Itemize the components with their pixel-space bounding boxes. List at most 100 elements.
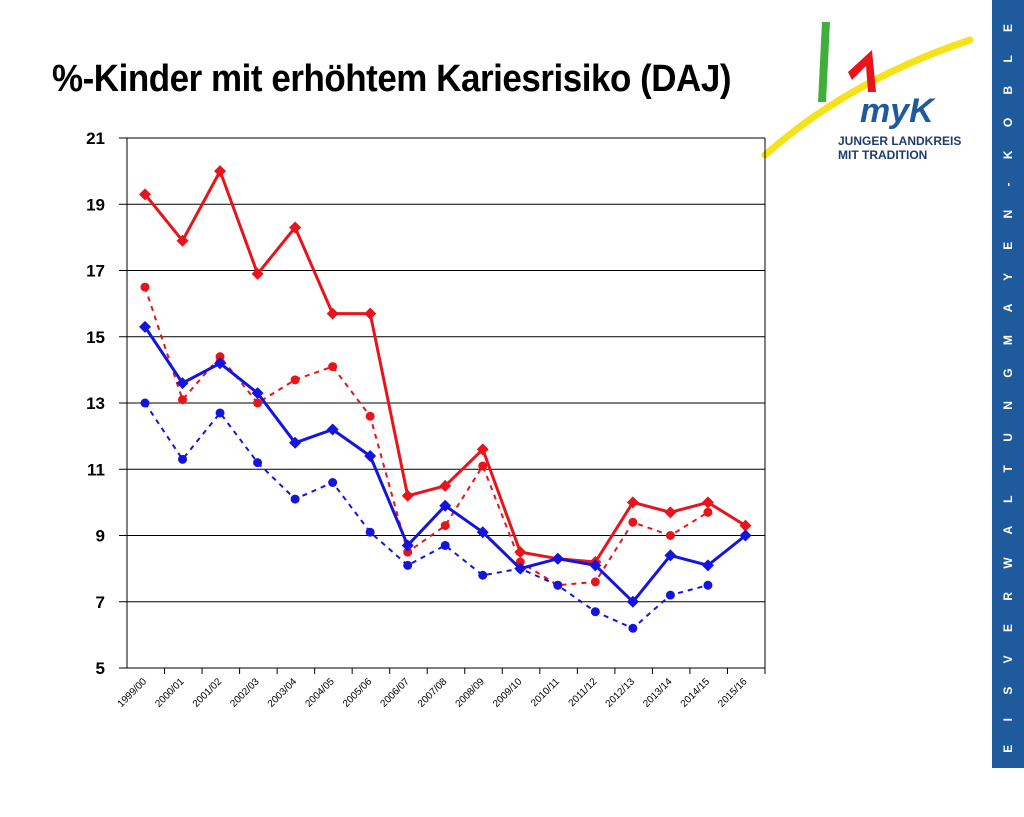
data-point (328, 362, 338, 372)
data-point (365, 411, 375, 421)
x-tick-label: 2009/10 (491, 676, 525, 710)
series-line-2 (143, 325, 747, 604)
data-point (551, 552, 564, 565)
data-point (739, 519, 752, 532)
logo-mark: myK (860, 92, 936, 130)
y-tick-label: 5 (96, 659, 105, 678)
data-point (478, 570, 488, 580)
data-point (703, 507, 713, 517)
logo-line-2: MIT TRADITION (838, 148, 927, 162)
y-tick-label: 11 (87, 460, 105, 479)
series-line-1 (144, 286, 709, 587)
data-point (476, 526, 489, 539)
x-tick-label: 1999/00 (116, 676, 150, 710)
x-tick-label: 2005/06 (341, 676, 375, 710)
data-point (701, 496, 714, 509)
data-point (176, 234, 189, 247)
x-tick-label: 2002/03 (228, 676, 262, 710)
y-tick-label: 9 (96, 527, 105, 546)
data-point (665, 590, 675, 600)
data-point (140, 398, 150, 408)
data-point (253, 458, 263, 468)
data-point (401, 539, 414, 552)
data-point (253, 398, 263, 408)
data-point (401, 489, 414, 502)
y-tick-label: 7 (96, 593, 105, 612)
data-point (326, 307, 339, 320)
data-point (439, 479, 452, 492)
logo-green-stroke (818, 22, 830, 102)
data-point (701, 559, 714, 572)
data-point (739, 529, 752, 542)
data-point (590, 607, 600, 617)
y-tick-label: 17 (86, 262, 105, 281)
x-tick-label: 2000/01 (153, 676, 187, 710)
data-point (328, 478, 338, 487)
data-point (139, 320, 151, 333)
logo-red-stroke (848, 50, 876, 92)
data-point (440, 521, 450, 531)
data-point (364, 307, 377, 320)
y-tick-label: 15 (86, 328, 105, 347)
data-point (178, 395, 188, 405)
data-point (251, 267, 264, 280)
sidebar-text: K R E I S V E R W A L T U N G M A Y E N … (1001, 0, 1015, 817)
data-point (589, 559, 602, 572)
x-tick-label: 2008/09 (454, 676, 488, 710)
data-point (665, 531, 675, 540)
data-point (326, 423, 339, 436)
sidebar-band (992, 0, 1024, 768)
data-point (626, 496, 639, 509)
landkreis-logo: myK JUNGER LANDKREIS MIT TRADITION (761, 22, 974, 162)
logo-line-1: JUNGER LANDKREIS (838, 134, 961, 148)
y-tick-label: 19 (86, 195, 105, 214)
data-point (590, 577, 600, 587)
data-point (553, 580, 563, 590)
data-point (664, 506, 677, 519)
data-point (515, 564, 525, 574)
x-tick-label: 2004/05 (303, 676, 337, 710)
data-point (628, 517, 638, 527)
data-point (289, 221, 302, 234)
page-title: %-Kinder mit erhöhtem Kariesrisiko (DAJ) (52, 58, 732, 100)
y-tick-label: 13 (86, 394, 105, 413)
data-point (214, 165, 227, 178)
x-tick-label: 2010/11 (529, 676, 562, 709)
data-point (626, 595, 639, 608)
data-point (365, 527, 375, 537)
x-tick-label: 2007/08 (416, 676, 450, 710)
x-tick-label: 2012/13 (604, 676, 638, 710)
data-point (628, 623, 638, 633)
data-point (215, 352, 225, 362)
logo-yellow-swoosh (761, 36, 974, 159)
x-tick-label: 2014/15 (679, 676, 713, 710)
data-point (290, 494, 300, 504)
data-point (703, 580, 713, 590)
data-point (290, 375, 300, 385)
series-line-3 (144, 402, 709, 630)
data-point (440, 540, 450, 550)
x-tick-label: 2003/04 (266, 676, 300, 710)
line-chart: 5 7 9 11 13 15 17 19 21 1999/00 2000/01 2001/02 2002… (86, 129, 766, 710)
data-point (139, 188, 151, 201)
data-point (476, 443, 489, 456)
data-point (251, 387, 264, 400)
data-point (289, 436, 302, 449)
data-point (403, 547, 413, 557)
data-point (178, 454, 188, 464)
x-tick-label: 2006/07 (378, 676, 412, 710)
data-point (215, 408, 225, 418)
data-point (664, 549, 677, 562)
data-point (364, 450, 377, 462)
data-point (478, 461, 488, 471)
x-tick-label: 2013/14 (641, 676, 675, 710)
x-tick-label: 2011/12 (567, 676, 600, 709)
x-tick-label: 2001/02 (191, 676, 225, 710)
data-point (515, 557, 525, 567)
y-tick-label: 21 (86, 129, 105, 148)
data-point (140, 282, 150, 292)
data-point (439, 499, 452, 512)
data-point (176, 377, 189, 390)
data-point (214, 357, 227, 370)
x-tick-label: 2015/16 (716, 676, 750, 710)
